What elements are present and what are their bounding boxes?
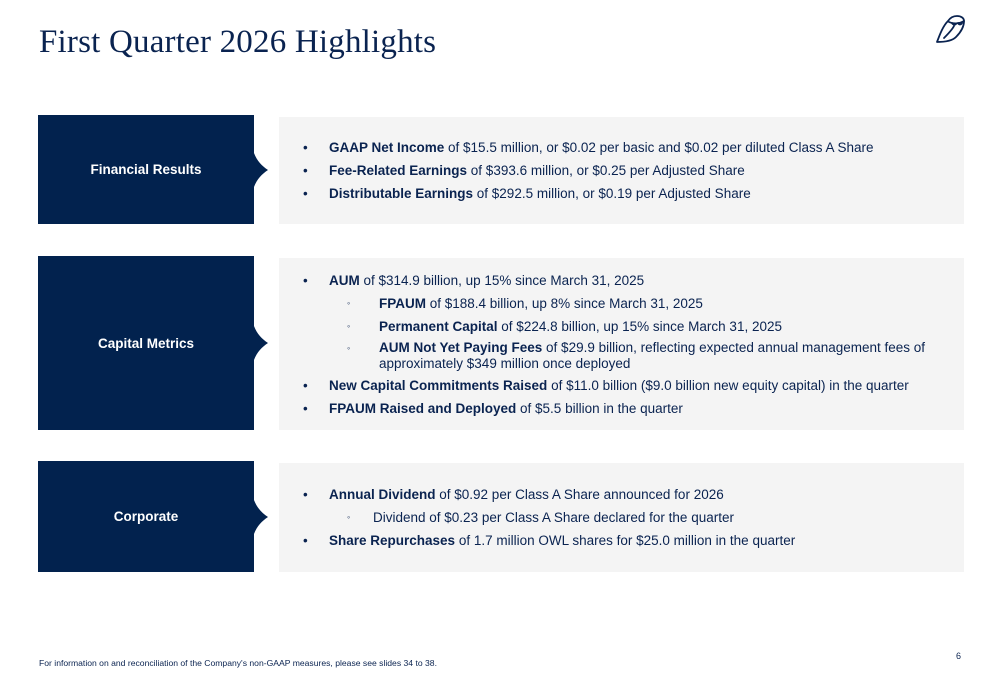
section-label-box: Financial Results (38, 115, 254, 224)
section-corporate: Corporate • Annual Dividend of $0.92 per … (38, 461, 964, 572)
owl-logo-icon (936, 15, 965, 43)
list-subitem: ◦ FPAUM of $188.4 billion, up 8% since Ma… (347, 295, 703, 311)
hollow-bullet-icon: ◦ (347, 320, 351, 331)
bullet-icon: • (303, 140, 308, 155)
section-label: Financial Results (90, 162, 202, 177)
bullet-icon: • (303, 272, 308, 288)
page-number: 6 (956, 651, 962, 661)
list-item: • Fee-Related Earnings of $393.6 million,… (303, 163, 745, 178)
slide-title: First Quarter 2026 Highlights (39, 24, 437, 60)
bullet-icon: • (303, 186, 308, 201)
section-content: • GAAP Net Income of $15.5 million, or $0… (279, 117, 964, 224)
bullet-icon: • (303, 533, 308, 548)
hollow-bullet-icon: ◦ (347, 512, 351, 522)
bullet-icon: • (303, 377, 308, 393)
footnote: For information on and reconciliation of… (39, 658, 437, 668)
bullet-icon: • (303, 163, 308, 178)
section-label-box: Capital Metrics (38, 256, 254, 430)
list-item: • Share Repurchases of 1.7 million OWL sh… (303, 533, 796, 548)
section-label: Capital Metrics (97, 335, 195, 351)
bullet-icon: • (303, 400, 308, 416)
list-subitem: ◦ Dividend of $0.23 per Class A Share dec… (347, 510, 734, 525)
list-item: • FPAUM Raised and Deployed of $5.5 billi… (303, 400, 683, 416)
hollow-bullet-icon: ◦ (347, 297, 351, 308)
chevron-right-icon (254, 152, 268, 187)
list-item: • AUM of $314.9 billion, up 15% since Mar… (303, 272, 645, 288)
section-financial-results: Financial Results • GAAP Net Income of $1… (38, 115, 964, 224)
bullet-icon: • (303, 487, 308, 502)
list-item: • New Capital Commitments Raised of $11.0… (303, 377, 909, 393)
list-item: • Distributable Earnings of $292.5 millio… (303, 186, 751, 201)
section-content: • Annual Dividend of $0.92 per Class A Sh… (279, 463, 964, 572)
hollow-bullet-icon: ◦ (347, 342, 351, 353)
chevron-right-icon (254, 499, 268, 534)
list-item: • Annual Dividend of $0.92 per Class A Sh… (303, 487, 724, 502)
list-subitem: ◦ Permanent Capital of $224.8 billion, up… (347, 318, 782, 334)
section-label: Corporate (113, 509, 179, 524)
list-item: • GAAP Net Income of $15.5 million, or $0… (303, 140, 874, 155)
list-subitem: ◦ AUM Not Yet Paying Fees of $29.9 billio… (347, 339, 926, 371)
section-capital-metrics: Capital Metrics • AUM of $314.9 billion, … (38, 256, 964, 430)
section-content: • AUM of $314.9 billion, up 15% since Mar… (279, 258, 964, 430)
chevron-right-icon (254, 326, 268, 360)
section-label-box: Corporate (38, 461, 254, 572)
